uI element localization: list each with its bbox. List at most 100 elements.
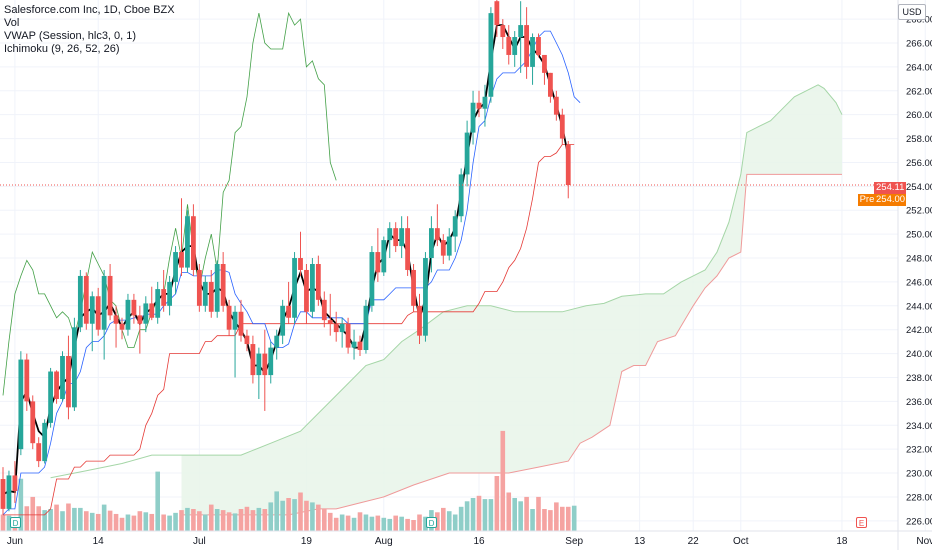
candle — [530, 33, 535, 85]
volume-bar — [274, 491, 279, 531]
candle-body — [292, 258, 297, 318]
candle-body — [208, 281, 214, 312]
volume-bar — [482, 499, 488, 531]
volume-bar — [357, 512, 363, 531]
candle-body — [48, 371, 53, 423]
candle-body — [565, 144, 571, 186]
candle — [345, 317, 351, 354]
price-tick-label: 240.00 — [906, 349, 932, 360]
last-price-tag: 254.11 — [874, 182, 906, 194]
candle — [202, 275, 208, 312]
candle — [280, 299, 286, 345]
candle-body — [274, 335, 280, 348]
candle-body — [202, 281, 208, 306]
volume-bar — [48, 509, 53, 531]
candle-body — [470, 102, 476, 133]
volume-bar — [143, 512, 149, 531]
candle-body — [369, 252, 375, 306]
candle — [357, 335, 363, 356]
legend-vwap[interactable]: VWAP (Session, hlc3, 0, 1) — [4, 30, 137, 42]
candle — [54, 370, 59, 404]
dividend-flag-1[interactable]: D — [10, 517, 21, 528]
candle-body — [559, 114, 565, 139]
candle-body — [179, 252, 184, 268]
candle-body — [363, 305, 369, 351]
candle — [565, 140, 571, 199]
time-axis[interactable]: Jun14Jul19Aug16Sep1322Oct18Nov15Dec — [0, 530, 932, 547]
candle-body — [36, 443, 42, 462]
volume-bar — [161, 514, 166, 531]
candle — [286, 281, 291, 324]
volume-bar — [66, 503, 71, 531]
candle-body — [375, 252, 381, 273]
volume-bar — [256, 507, 262, 531]
candle — [351, 329, 357, 360]
volume-bar — [149, 513, 155, 531]
volume-bar — [470, 498, 476, 531]
candle-body — [512, 37, 518, 55]
candle — [208, 269, 214, 318]
candle-body — [553, 96, 559, 115]
candle — [244, 329, 250, 352]
candle-body — [161, 289, 167, 306]
legend-ichimoku[interactable]: Ichimoku (9, 26, 52, 26) — [4, 43, 120, 55]
volume-bar — [423, 516, 428, 531]
volume-bar — [446, 511, 452, 531]
candle — [429, 216, 434, 273]
volume-bar — [554, 502, 559, 531]
candle-body — [66, 355, 71, 408]
currency-button[interactable]: USD — [898, 4, 926, 20]
volume-bar — [363, 514, 369, 531]
candle-body — [220, 264, 226, 306]
price-tick-label: 264.00 — [906, 62, 932, 73]
candle-body — [18, 359, 24, 450]
volume-bar — [542, 509, 547, 531]
candle-body — [6, 475, 12, 509]
candle — [488, 7, 494, 103]
volume-bar — [220, 510, 226, 531]
candle — [89, 291, 95, 352]
candle-body — [399, 228, 405, 247]
price-tick-label: 262.00 — [906, 86, 932, 97]
volume-bar — [369, 516, 375, 531]
leading-span-a — [50, 84, 843, 479]
legend-title[interactable]: Salesforce.com Inc, 1D, Cboe BZX — [4, 4, 175, 16]
candle — [559, 108, 565, 145]
volume-bar — [268, 502, 274, 531]
candle-body — [42, 422, 48, 462]
candle — [48, 367, 53, 428]
volume-bar — [113, 513, 119, 531]
volume-bar — [399, 516, 404, 531]
candle-body — [333, 323, 339, 333]
volume-bar — [524, 496, 529, 531]
candle — [315, 255, 321, 306]
candle — [274, 329, 280, 360]
candle — [512, 31, 518, 67]
candle — [12, 461, 18, 503]
volume-bar — [191, 509, 196, 531]
candle — [500, 19, 506, 49]
candle-body — [185, 216, 190, 268]
candle — [137, 305, 143, 354]
price-axis[interactable]: 226.00 228.00 230.00 232.00 234.00 236.00 238.… — [897, 0, 932, 550]
candle-body — [536, 37, 541, 55]
earnings-flag[interactable]: E — [856, 517, 867, 528]
candle-body — [196, 269, 202, 306]
candle-body — [244, 335, 250, 345]
time-tick-label: 16 — [473, 536, 485, 547]
legend-volume[interactable]: Vol — [4, 17, 20, 29]
candle-body — [95, 296, 101, 330]
candle — [6, 470, 12, 512]
candle — [470, 90, 476, 145]
dividend-flag-2[interactable]: D — [426, 517, 437, 528]
time-tick-label: 18 — [836, 536, 848, 547]
volume-bar — [185, 507, 190, 531]
candle-body — [173, 252, 178, 282]
candle — [256, 347, 262, 399]
candle — [107, 264, 113, 321]
pre-market-price-tag: 254.00 — [874, 194, 906, 206]
candle-body — [280, 305, 286, 336]
candle-body — [232, 311, 238, 330]
